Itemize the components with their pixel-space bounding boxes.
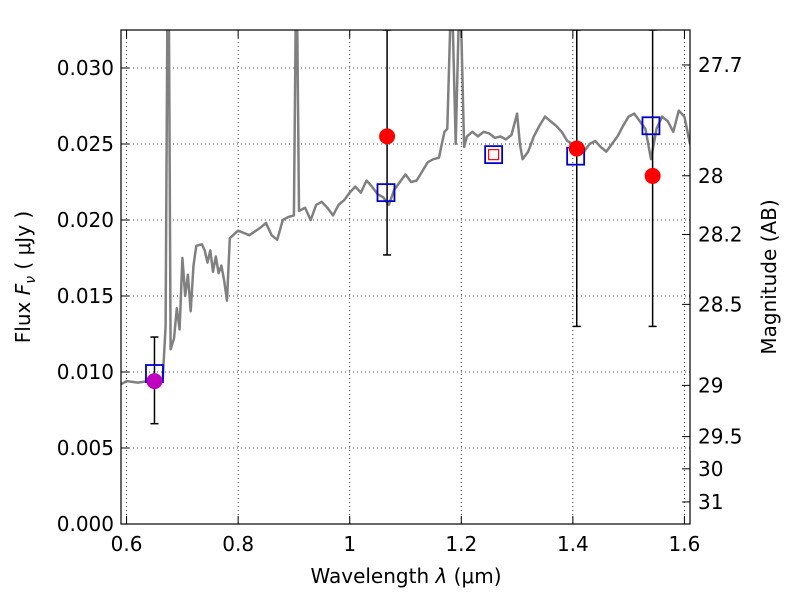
y-tick-label: 0.000 <box>57 512 114 536</box>
observed-point <box>568 140 585 157</box>
x-tick-label: 1.2 <box>445 532 477 556</box>
plot-frame <box>120 29 691 525</box>
observed-photometry-points <box>146 128 661 390</box>
observed-point <box>379 128 396 145</box>
model-point <box>484 145 504 165</box>
x-tick-label: 1.6 <box>669 532 701 556</box>
y2-tick-label: 30 <box>698 457 723 481</box>
observed-point <box>644 167 661 184</box>
observed-point <box>146 373 163 390</box>
y2-axis-label: Magnitude (AB) <box>757 199 781 354</box>
y-tick-label: 0.015 <box>57 284 114 308</box>
y-tick-label: 0.030 <box>57 56 114 80</box>
y2-tick-label: 31 <box>698 490 723 514</box>
y-tick-label: 0.020 <box>57 208 114 232</box>
x-tick-label: 0.6 <box>111 532 143 556</box>
model-point <box>376 183 396 203</box>
model-photometry-points <box>145 116 661 383</box>
y-tick-label: 0.010 <box>57 360 114 384</box>
x-axis-label: Wavelength λ (μm) <box>310 564 501 588</box>
y2-tick-label: 28.2 <box>698 222 743 246</box>
y-axis-label: Flux Fν ( μJy ) <box>11 211 39 343</box>
y2-tick-label: 27.7 <box>698 53 743 77</box>
y-tick-label: 0.005 <box>57 436 114 460</box>
y-tick-label: 0.025 <box>57 132 114 156</box>
x-tick-label: 1 <box>343 532 356 556</box>
model-point-inner <box>488 149 500 161</box>
model-spectrum <box>121 30 690 386</box>
x-tick-label: 1.4 <box>557 532 589 556</box>
grid-lines <box>121 30 690 525</box>
spectrum-line <box>121 30 690 386</box>
error-bars <box>150 30 657 425</box>
y2-tick-label: 28.5 <box>698 292 743 316</box>
y2-tick-label: 29 <box>698 373 723 397</box>
y2-tick-label: 29.5 <box>698 425 743 449</box>
axis-ticks: 0.6 0.8 1 1.2 1.4 1.6 0.000 0.005 0.010 0.015 0.02… <box>57 30 743 556</box>
x-tick-label: 0.8 <box>222 532 254 556</box>
y2-tick-label: 28 <box>698 164 723 188</box>
model-point <box>641 116 661 136</box>
